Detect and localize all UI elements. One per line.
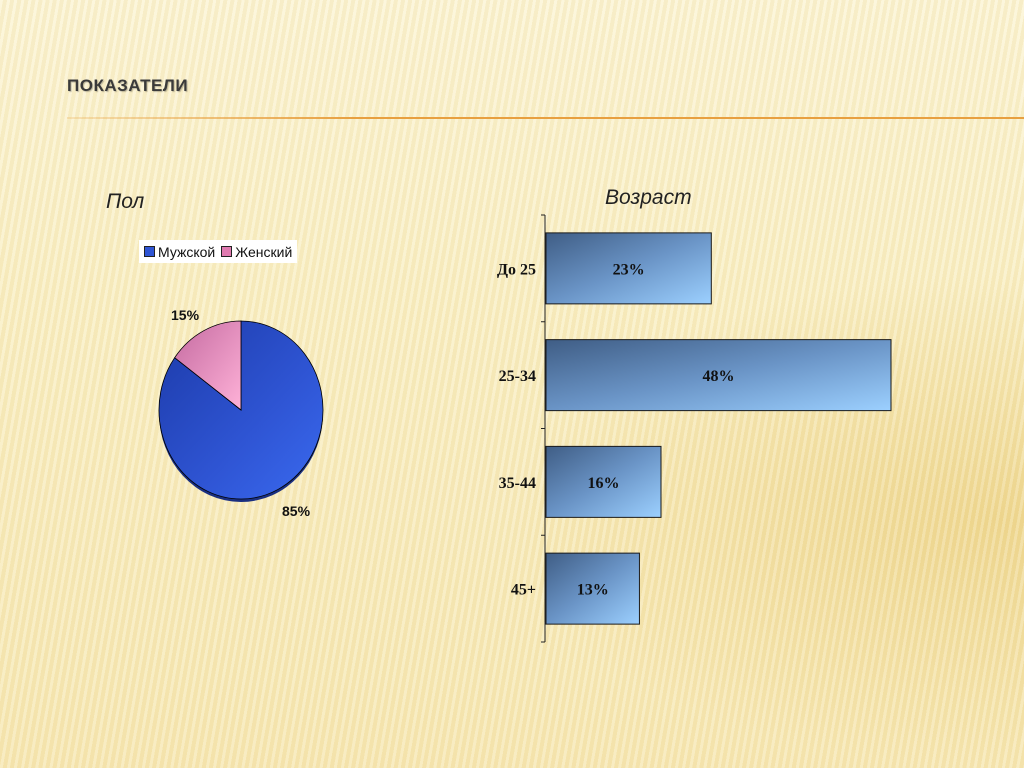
bar-category-label: 35-44 xyxy=(499,475,536,492)
pie-chart xyxy=(158,320,324,502)
legend-label-female: Женский xyxy=(235,243,293,260)
pie-data-label-male: 85% xyxy=(282,503,311,519)
bar-category-label: До 25 xyxy=(497,261,536,278)
bar-data-label: 48% xyxy=(703,368,735,385)
bar-data-label: 23% xyxy=(613,261,645,278)
bar-35-44 xyxy=(545,445,662,518)
pie-legend: Мужской Женский xyxy=(139,240,298,263)
bar-category-label: 25-34 xyxy=(499,368,536,385)
bar-chart-title: Возраст xyxy=(605,186,692,209)
bar-data-label: 16% xyxy=(588,475,620,492)
legend-swatch-female xyxy=(221,246,233,257)
pie-slice-female xyxy=(174,320,242,411)
bar-data-label: 13% xyxy=(577,582,609,599)
bar-chart: 23% До 25 48% 25-34 16% 35-44 13% 45+ xyxy=(497,214,892,643)
bar-25-34 xyxy=(545,339,892,412)
pie-data-label-female: 15% xyxy=(171,307,200,323)
legend-item-female: Женский xyxy=(221,244,292,260)
bar-до-25 xyxy=(545,232,712,305)
bar-45+ xyxy=(545,552,640,625)
legend-label-male: Мужской xyxy=(158,243,216,260)
bar-category-label: 45+ xyxy=(511,582,536,599)
slide-title: Показатели xyxy=(67,76,189,95)
legend-item-male: Мужской xyxy=(144,244,215,260)
pie-chart-title: Пол xyxy=(106,190,145,213)
legend-swatch-male xyxy=(144,246,155,257)
title-divider xyxy=(67,117,1024,119)
